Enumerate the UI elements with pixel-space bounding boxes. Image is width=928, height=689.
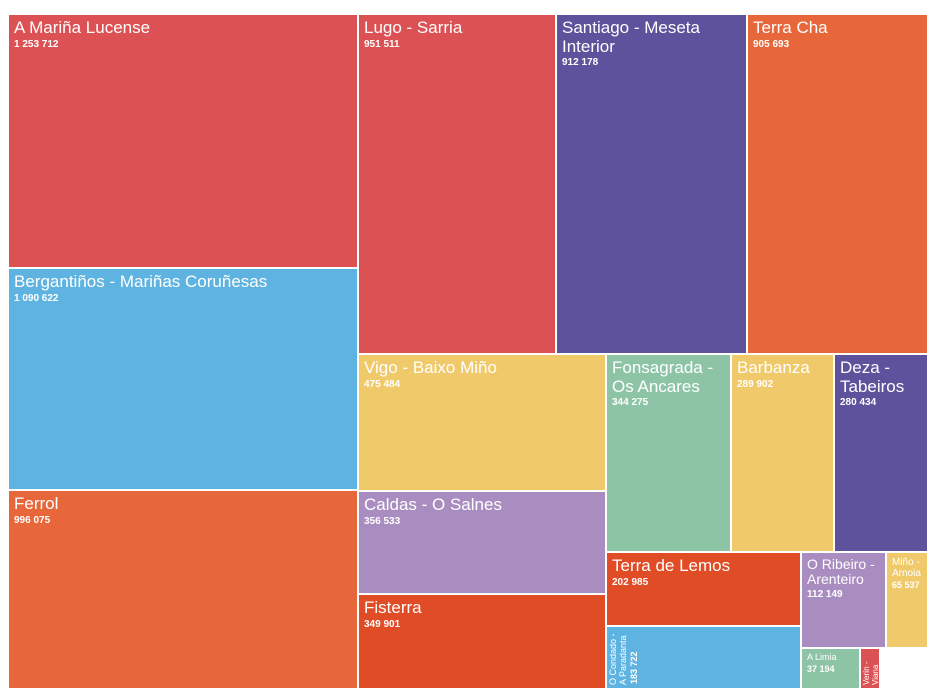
value-label: 344 275 bbox=[612, 397, 649, 409]
tile: O Ribeiro - Arenteiro 112 149 bbox=[801, 552, 886, 648]
tile: Fonsagrada - Os Ancares 344 275 bbox=[606, 354, 731, 552]
value-label: 996 075 bbox=[14, 514, 51, 526]
value-label: 1 253 712 bbox=[14, 38, 59, 50]
tile-label: A Mariña Lucense bbox=[14, 18, 151, 37]
tile: Ferrol 996 075 bbox=[8, 490, 358, 689]
value-label: 202 985 bbox=[612, 576, 649, 588]
value-label: 112 149 bbox=[807, 588, 843, 600]
tile: Vigo - Baixo Miño 475 484 bbox=[358, 354, 606, 491]
value-label: 356 533 bbox=[364, 515, 401, 527]
tile-label: Caldas - O Salnes bbox=[364, 495, 502, 514]
tile: O Condado - A Paradanta 183 722 bbox=[606, 626, 801, 689]
value-label: 280 434 bbox=[840, 397, 877, 409]
tile-label: Ferrol bbox=[14, 494, 59, 513]
tile: Deza - Tabeiros 280 434 bbox=[834, 354, 928, 552]
tile-label: Terra de Lemos bbox=[612, 556, 731, 575]
tile-label: Fonsagrada - Os Ancares bbox=[612, 358, 714, 396]
tile-label: Terra Cha bbox=[753, 18, 828, 37]
tile: Bergantiños - Mariñas Coruñesas 1 090 622 bbox=[8, 268, 358, 490]
value-label: 951 511 bbox=[364, 38, 400, 50]
tile-label: Deza - Tabeiros bbox=[840, 358, 905, 396]
tile: Terra de Lemos 202 985 bbox=[606, 552, 801, 626]
tile-label: A Limia bbox=[807, 652, 837, 662]
value-label: 905 693 bbox=[753, 38, 790, 50]
tile: Verín - Viana31 144 bbox=[860, 648, 880, 689]
value-label: 475 484 bbox=[364, 378, 401, 390]
tile-label: Miño - Arnoia bbox=[892, 557, 921, 579]
tile-label: Bergantiños - Mariñas Coruñesas bbox=[14, 272, 268, 291]
value-label: 289 902 bbox=[737, 378, 774, 390]
tile-label: Barbanza bbox=[737, 358, 810, 377]
tile: A Mariña Lucense 1 253 712 bbox=[8, 14, 358, 268]
tile: Caldas - O Salnes 356 533 bbox=[358, 491, 606, 594]
tile-label: O Ribeiro - Arenteiro bbox=[807, 556, 875, 588]
value-label: 183 722 bbox=[628, 651, 639, 684]
value-label: 65 537 bbox=[892, 580, 920, 590]
tile: Santiago - Meseta Interior 912 178 bbox=[556, 14, 747, 354]
tile-label: Fisterra bbox=[364, 598, 422, 617]
tile: Fisterra 349 901 bbox=[358, 594, 606, 689]
tile-label: Vigo - Baixo Miño bbox=[364, 358, 497, 377]
tile-label: Verín - Viana bbox=[862, 661, 880, 685]
tile-label: Santiago - Meseta Interior bbox=[562, 18, 700, 56]
value-label: 37 194 bbox=[807, 663, 835, 674]
tile: A Limia 37 194 bbox=[801, 648, 860, 689]
value-label: 349 901 bbox=[364, 618, 401, 630]
tile: Barbanza 289 902 bbox=[731, 354, 834, 552]
tile-label: O Condado - A Paradanta bbox=[608, 633, 628, 685]
tile: Terra Cha 905 693 bbox=[747, 14, 928, 354]
tile-label: Lugo - Sarria bbox=[364, 18, 463, 37]
tile: Miño - Arnoia 65 537 bbox=[886, 552, 928, 648]
value-label: 912 178 bbox=[562, 57, 599, 69]
value-label: 1 090 622 bbox=[14, 292, 59, 304]
tile: Lugo - Sarria 951 511 bbox=[358, 14, 556, 354]
